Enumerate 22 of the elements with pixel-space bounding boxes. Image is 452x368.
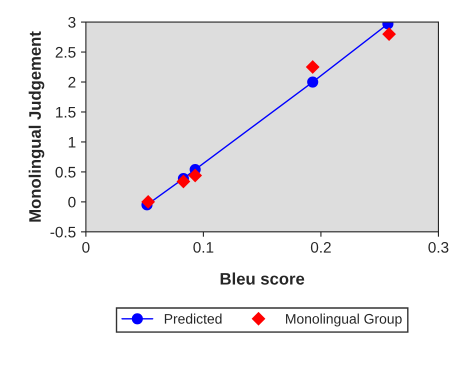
- y-axis-title: Monolingual Judgement: [28, 31, 44, 222]
- x-tick-label: 0.1: [193, 242, 214, 253]
- y-tick-label: 0: [68, 196, 76, 208]
- point: [382, 27, 396, 41]
- y-tick-label: 1: [68, 136, 76, 148]
- legend-label: Monolingual Group: [286, 314, 402, 327]
- y-tick-label: 0.5: [56, 166, 76, 178]
- y-tick-label: 2: [68, 76, 76, 88]
- point: [188, 168, 202, 182]
- y-tick-label: 3: [68, 16, 76, 28]
- point: [307, 76, 318, 88]
- point: [142, 195, 155, 208]
- legend-label: Predicted: [164, 314, 222, 324]
- x-axis-title: Bleu score: [220, 272, 304, 285]
- y-tick-label: 2.5: [56, 46, 76, 58]
- x-tick-label: 0: [82, 242, 90, 253]
- point: [176, 174, 190, 188]
- point: [306, 60, 320, 74]
- y-tick-label: -0.5: [50, 226, 76, 238]
- x-tick-label: 0.2: [310, 242, 331, 253]
- y-tick-label: 1.5: [56, 107, 76, 118]
- x-tick-label: 0.3: [428, 242, 448, 253]
